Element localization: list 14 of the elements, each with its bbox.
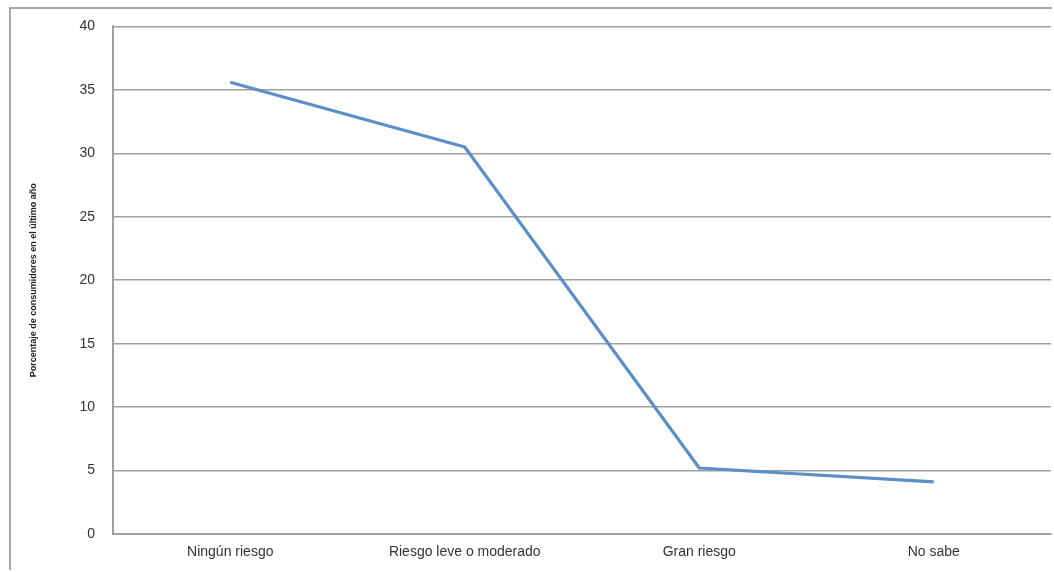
- y-tick-label: 30: [79, 144, 96, 161]
- y-tick-label: 15: [79, 334, 96, 351]
- y-axis-title: Porcentaje de consumidores en el último año: [27, 182, 38, 378]
- y-tick-label: 10: [79, 397, 96, 414]
- x-tick-label: No sabe: [907, 543, 961, 560]
- y-tick-label: 35: [79, 80, 96, 97]
- y-tick-label: 0: [87, 524, 96, 541]
- x-tick-label: Ningún riesgo: [187, 543, 274, 560]
- y-tick-label: 20: [79, 271, 96, 288]
- y-tick-label: 40: [79, 17, 96, 34]
- x-tick-label: Gran riesgo: [662, 543, 737, 560]
- y-tick-label: 25: [79, 207, 96, 224]
- y-tick-label: 5: [87, 461, 96, 478]
- x-tick-label: Riesgo leve o moderado: [388, 543, 541, 560]
